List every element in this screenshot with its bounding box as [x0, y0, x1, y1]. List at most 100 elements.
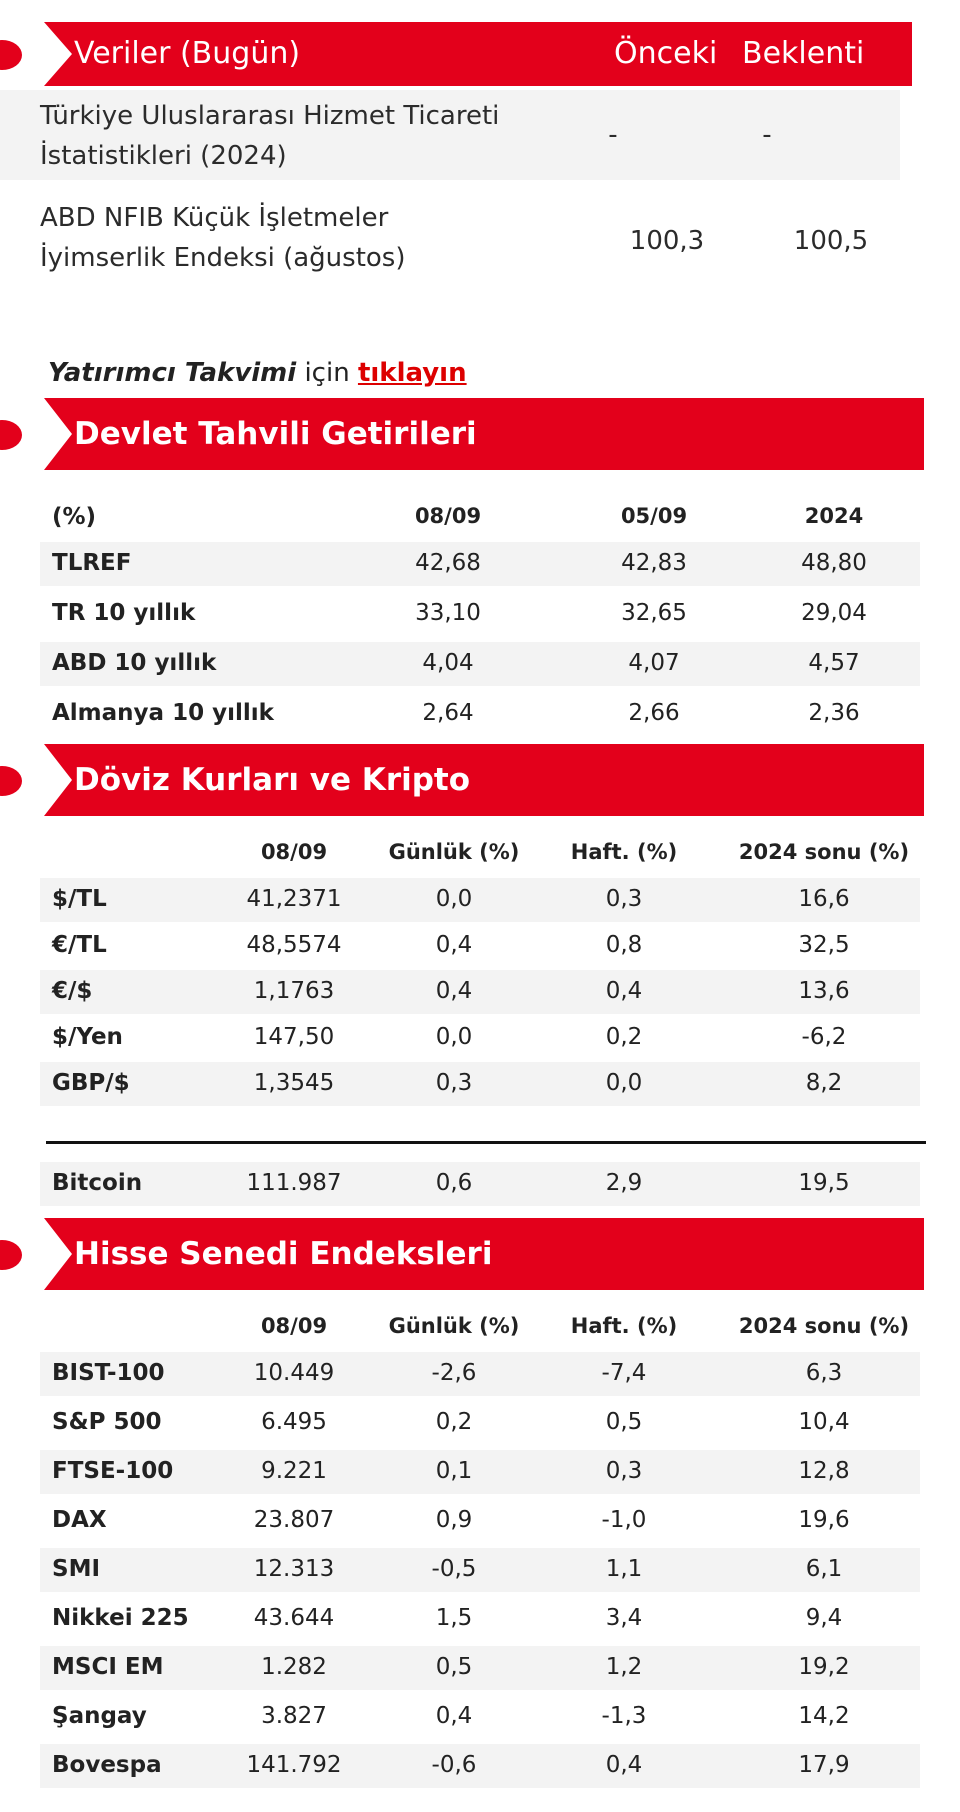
today-row-expectation: - [762, 120, 772, 150]
today-row-previous: - [608, 120, 618, 150]
crypto-divider [46, 1141, 926, 1144]
bond-value-date2: 32,65 [621, 600, 687, 626]
today-row: ABD NFIB Küçük İşletmeler İyimserlik End… [0, 186, 900, 290]
bond-value-date2: 2,66 [628, 700, 680, 726]
fx-daily: 0,3 [435, 1070, 473, 1096]
stock-ytd: 12,8 [798, 1458, 850, 1484]
stock-row: MSCI EM 1.282 0,5 1,2 19,2 [40, 1646, 920, 1690]
stock-row: FTSE-100 9.221 0,1 0,3 12,8 [40, 1450, 920, 1494]
fx-weekly: 0,0 [605, 1070, 643, 1096]
stock-daily: 1,5 [435, 1605, 473, 1631]
fx-value: 41,2371 [246, 886, 342, 912]
bond-yields-banner: Devlet Tahvili Getirileri [44, 398, 924, 470]
fx-value: 1,3545 [253, 1070, 335, 1096]
stock-ytd: 6,1 [805, 1556, 843, 1582]
stock-ytd: 6,3 [805, 1360, 843, 1386]
bond-name: ABD 10 yıllık [52, 650, 217, 676]
bond-value-date1: 4,04 [422, 650, 474, 676]
fx-weekly: 0,2 [605, 1024, 643, 1050]
stock-daily: 0,5 [435, 1654, 473, 1680]
today-row-label-line1: ABD NFIB Küçük İşletmeler [40, 203, 389, 233]
today-row-expectation: 100,5 [793, 226, 869, 256]
stock-ytd: 17,9 [798, 1752, 850, 1778]
fx-weekly: 0,8 [605, 932, 643, 958]
stock-ytd: 19,6 [798, 1507, 850, 1533]
stock-index-name: SMI [52, 1556, 101, 1582]
bond-name: TR 10 yıllık [52, 600, 196, 626]
stock-daily: 0,4 [435, 1703, 473, 1729]
fx-ytd: 8,2 [805, 1070, 843, 1096]
bond-value-date1: 42,68 [415, 550, 481, 576]
stock-value: 9.221 [261, 1458, 327, 1484]
bond-value-year: 4,57 [808, 650, 860, 676]
fx-weekly: 0,3 [605, 886, 643, 912]
stock-index-name: Şangay [52, 1703, 147, 1729]
banner-dot-marker [0, 40, 22, 70]
banner-dot-marker [0, 1240, 22, 1270]
investor-calendar-note: Yatırımcı Takvimi için tıklayın [48, 358, 467, 388]
stock-daily: -0,6 [431, 1752, 477, 1778]
bond-value-year: 48,80 [801, 550, 867, 576]
stock-weekly: -1,3 [601, 1703, 647, 1729]
stock-daily: -0,5 [431, 1556, 477, 1582]
investor-calendar-link[interactable]: tıklayın [357, 358, 467, 388]
stock-row: SMI 12.313 -0,5 1,1 6,1 [40, 1548, 920, 1592]
bond-header-year: 2024 [804, 504, 864, 528]
bond-value-date1: 2,64 [422, 700, 474, 726]
stock-header-weekly: Haft. (%) [570, 1314, 678, 1338]
fx-pair: $/TL [52, 886, 107, 912]
bond-table-header: (%) 08/09 05/09 2024 [40, 496, 920, 540]
stock-value: 23.807 [253, 1507, 335, 1533]
crypto-daily: 0,6 [435, 1170, 473, 1196]
fx-crypto-banner: Döviz Kurları ve Kripto [44, 744, 924, 816]
stock-ytd: 14,2 [798, 1703, 850, 1729]
stock-value: 141.792 [246, 1752, 342, 1778]
stock-row: DAX 23.807 0,9 -1,0 19,6 [40, 1499, 920, 1543]
stock-header-date: 08/09 [260, 1314, 328, 1338]
fx-table-header: 08/09 Günlük (%) Haft. (%) 2024 sonu (%) [40, 832, 920, 876]
stock-index-name: DAX [52, 1507, 107, 1533]
crypto-row: Bitcoin 111.987 0,6 2,9 19,5 [40, 1162, 920, 1206]
today-data-title: Veriler (Bugün) [74, 36, 301, 71]
stock-index-name: BIST-100 [52, 1360, 165, 1386]
stock-weekly: 0,3 [605, 1458, 643, 1484]
stock-weekly: -7,4 [601, 1360, 647, 1386]
fx-row: €/$ 1,1763 0,4 0,4 13,6 [40, 970, 920, 1014]
fx-crypto-title: Döviz Kurları ve Kripto [74, 762, 471, 798]
today-row: Türkiye Uluslararası Hizmet Ticareti İst… [0, 90, 900, 180]
fx-daily: 0,0 [435, 886, 473, 912]
today-row-label-line2: İyimserlik Endeksi (ağustos) [40, 243, 406, 273]
fx-daily: 0,4 [435, 932, 473, 958]
bond-value-year: 2,36 [808, 700, 860, 726]
bond-header-date2: 05/09 [620, 504, 688, 528]
fx-ytd: 16,6 [798, 886, 850, 912]
stock-indices-title: Hisse Senedi Endeksleri [74, 1236, 493, 1272]
investor-calendar-connector: için [296, 358, 358, 388]
stock-value: 1.282 [261, 1654, 327, 1680]
bond-row: ABD 10 yıllık 4,04 4,07 4,57 [40, 642, 920, 686]
bond-row: TLREF 42,68 42,83 48,80 [40, 542, 920, 586]
bond-header-date1: 08/09 [414, 504, 482, 528]
crypto-ytd: 19,5 [798, 1170, 850, 1196]
stock-weekly: 0,5 [605, 1409, 643, 1435]
expectation-column-header: Beklenti [742, 36, 865, 71]
banner-dot-marker [0, 420, 22, 450]
crypto-weekly: 2,9 [605, 1170, 643, 1196]
fx-daily: 0,0 [435, 1024, 473, 1050]
today-data-banner: Veriler (Bugün) Önceki Beklenti [44, 22, 912, 86]
fx-value: 147,50 [253, 1024, 335, 1050]
stock-daily: 0,9 [435, 1507, 473, 1533]
fx-pair: €/$ [52, 978, 93, 1004]
fx-row: €/TL 48,5574 0,4 0,8 32,5 [40, 924, 920, 968]
stock-table-header: 08/09 Günlük (%) Haft. (%) 2024 sonu (%) [40, 1306, 920, 1350]
stock-row: Şangay 3.827 0,4 -1,3 14,2 [40, 1695, 920, 1739]
fx-daily: 0,4 [435, 978, 473, 1004]
stock-ytd: 9,4 [805, 1605, 843, 1631]
stock-header-daily: Günlük (%) [388, 1314, 520, 1338]
stock-weekly: 0,4 [605, 1752, 643, 1778]
stock-value: 6.495 [261, 1409, 327, 1435]
stock-row: Nikkei 225 43.644 1,5 3,4 9,4 [40, 1597, 920, 1641]
previous-column-header: Önceki [614, 36, 718, 71]
bond-value-date1: 33,10 [415, 600, 481, 626]
fx-row: GBP/$ 1,3545 0,3 0,0 8,2 [40, 1062, 920, 1106]
